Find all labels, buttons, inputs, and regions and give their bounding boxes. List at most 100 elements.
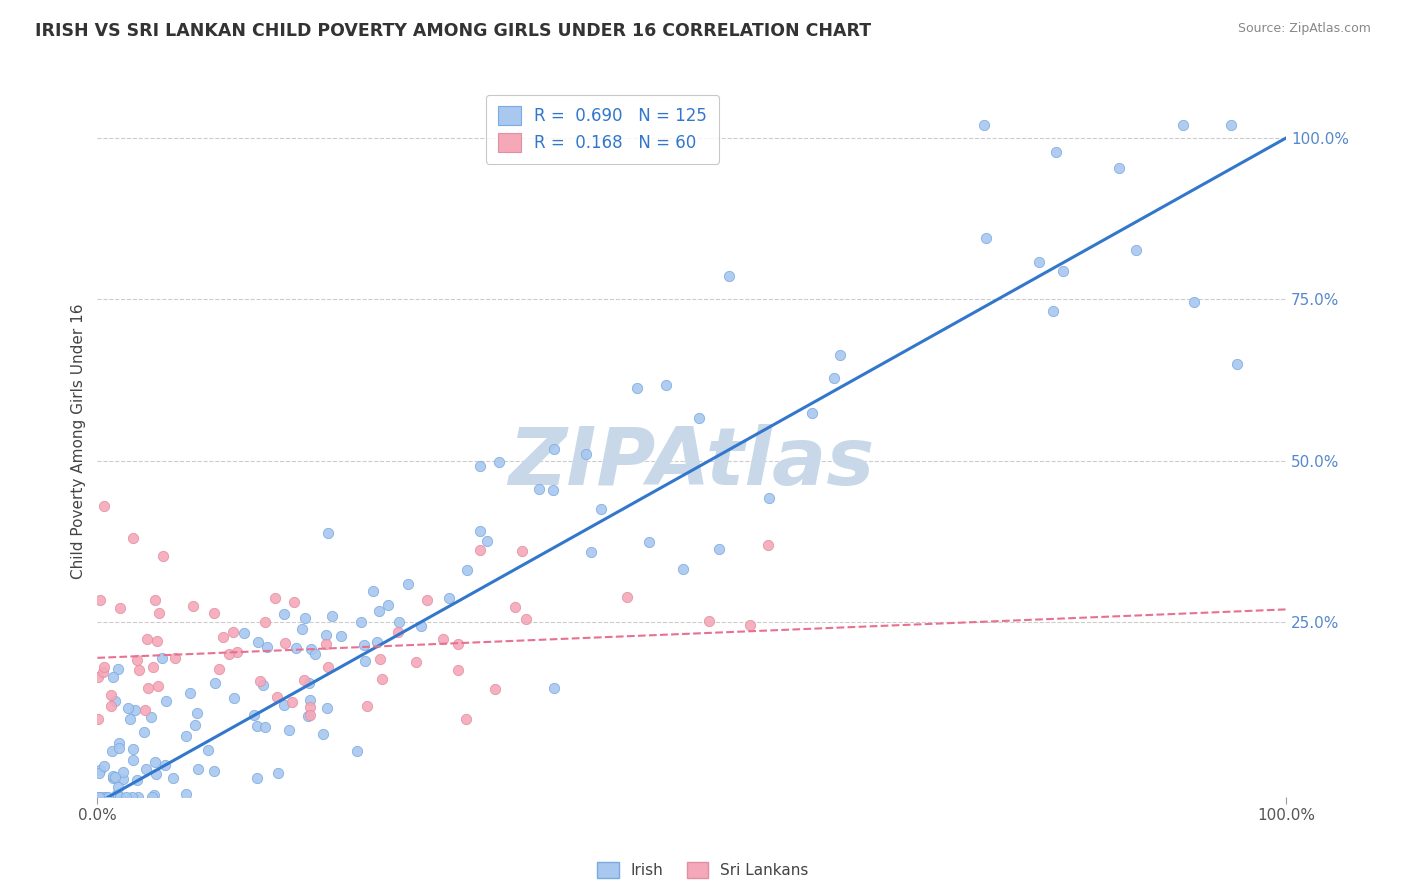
Point	[179, 686, 201, 700]
Point	[468, 543, 491, 558]
Point	[148, 606, 170, 620]
Point	[1028, 255, 1050, 269]
Point	[291, 622, 314, 636]
Point	[697, 615, 720, 629]
Point	[280, 695, 302, 709]
Point	[142, 660, 165, 674]
Point	[184, 718, 207, 732]
Point	[103, 770, 125, 784]
Point	[136, 681, 159, 695]
Point	[165, 650, 187, 665]
Point	[125, 772, 148, 787]
Point	[356, 698, 378, 713]
Point	[312, 727, 335, 741]
Point	[454, 712, 477, 726]
Point	[368, 604, 391, 618]
Point	[108, 789, 131, 804]
Point	[93, 499, 115, 513]
Point	[153, 757, 176, 772]
Point	[316, 701, 339, 715]
Point	[174, 729, 197, 743]
Point	[100, 698, 122, 713]
Point	[515, 612, 537, 626]
Point	[527, 482, 550, 496]
Point	[350, 615, 373, 629]
Point	[246, 771, 269, 785]
Point	[87, 766, 110, 780]
Point	[353, 638, 375, 652]
Point	[510, 544, 533, 558]
Point	[141, 789, 163, 804]
Point	[145, 767, 167, 781]
Point	[125, 653, 148, 667]
Point	[1045, 145, 1067, 160]
Y-axis label: Child Poverty Among Girls Under 16: Child Poverty Among Girls Under 16	[72, 304, 86, 579]
Point	[247, 634, 270, 648]
Point	[89, 593, 111, 607]
Point	[143, 593, 166, 607]
Point	[232, 626, 254, 640]
Point	[543, 681, 565, 695]
Point	[316, 525, 339, 540]
Point	[626, 381, 648, 395]
Point	[591, 502, 613, 516]
Point	[387, 624, 409, 639]
Point	[146, 679, 169, 693]
Point	[456, 563, 478, 577]
Text: Source: ZipAtlas.com: Source: ZipAtlas.com	[1237, 22, 1371, 36]
Point	[143, 788, 166, 802]
Point	[132, 725, 155, 739]
Point	[101, 772, 124, 786]
Point	[717, 269, 740, 284]
Point	[253, 720, 276, 734]
Point	[801, 406, 824, 420]
Point	[89, 789, 111, 804]
Point	[830, 348, 852, 362]
Point	[174, 788, 197, 802]
Point	[146, 634, 169, 648]
Point	[105, 787, 128, 801]
Point	[135, 632, 157, 647]
Point	[212, 630, 235, 644]
Point	[575, 447, 598, 461]
Point	[122, 532, 145, 546]
Point	[579, 544, 602, 558]
Point	[321, 609, 343, 624]
Point	[197, 743, 219, 757]
Point	[204, 676, 226, 690]
Point	[87, 670, 110, 684]
Point	[298, 700, 321, 714]
Point	[143, 755, 166, 769]
Point	[89, 763, 111, 777]
Point	[366, 635, 388, 649]
Point	[298, 708, 321, 723]
Point	[152, 549, 174, 564]
Point	[361, 584, 384, 599]
Point	[111, 772, 134, 786]
Point	[405, 655, 427, 669]
Point	[266, 690, 288, 704]
Point	[204, 606, 226, 620]
Point	[616, 590, 638, 604]
Point	[122, 753, 145, 767]
Point	[274, 636, 297, 650]
Point	[120, 712, 142, 726]
Point	[93, 660, 115, 674]
Point	[447, 663, 470, 677]
Point	[298, 676, 321, 690]
Point	[432, 632, 454, 646]
Point	[128, 663, 150, 677]
Point	[377, 598, 399, 612]
Point	[1052, 264, 1074, 278]
Point	[283, 595, 305, 609]
Point	[117, 701, 139, 715]
Point	[202, 764, 225, 779]
Legend: R =  0.690   N = 125, R =  0.168   N = 60: R = 0.690 N = 125, R = 0.168 N = 60	[486, 95, 718, 164]
Point	[225, 645, 247, 659]
Point	[101, 744, 124, 758]
Point	[1226, 357, 1249, 371]
Point	[150, 650, 173, 665]
Point	[103, 768, 125, 782]
Point	[141, 710, 163, 724]
Point	[121, 789, 143, 804]
